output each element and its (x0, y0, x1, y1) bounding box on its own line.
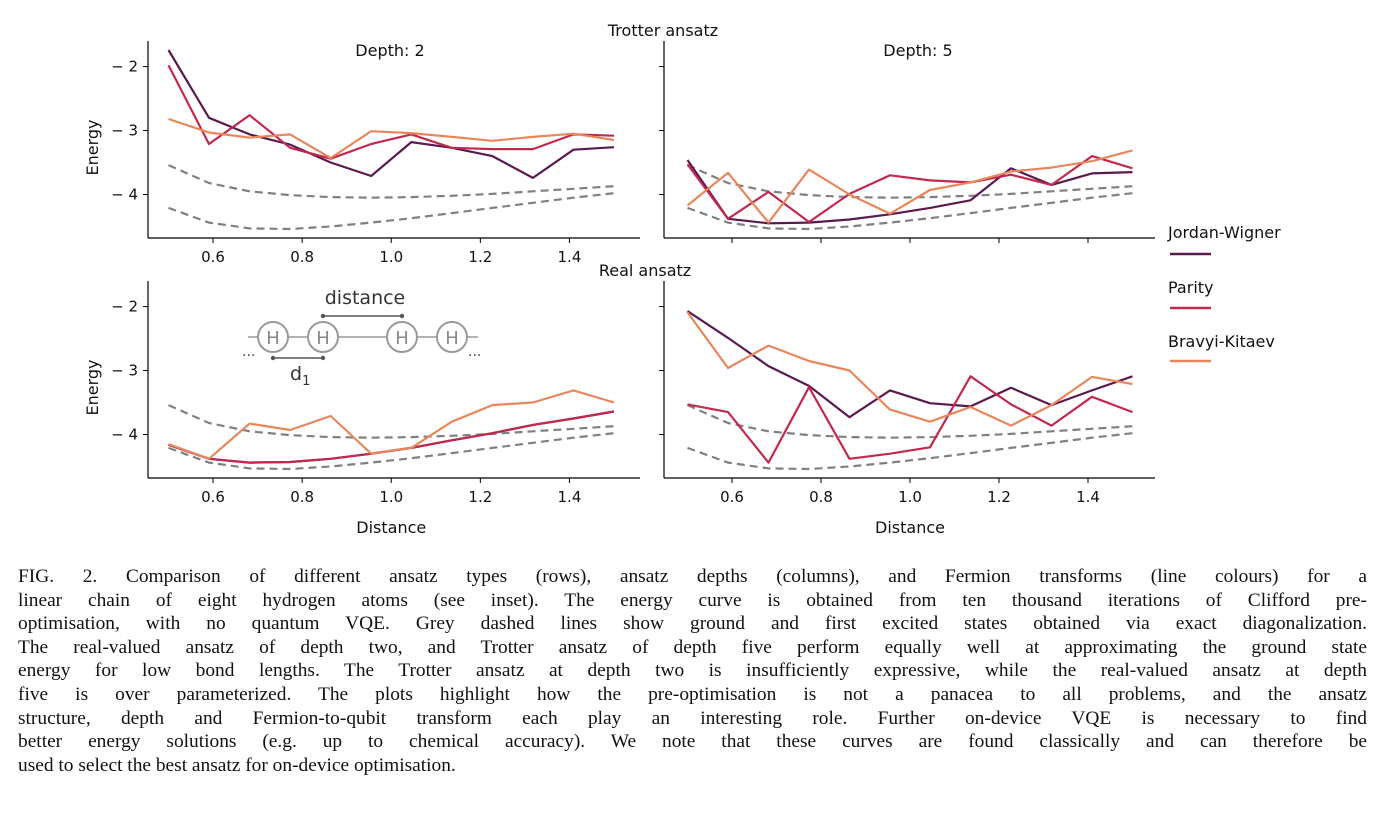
inset-ellipsis-right: ... (468, 344, 481, 360)
legend-label-parity: Parity (1168, 278, 1214, 297)
y-tick-label: − 2 (111, 298, 138, 316)
caption-line: linear chain of eight hydrogen atoms (se… (18, 589, 1367, 611)
series-line-bravyi-kitaev (686, 311, 1133, 427)
caption-line: energy for low bond lengths. The Trotter… (18, 660, 1367, 682)
y-tick-label: − 2 (111, 58, 138, 76)
row-title-trotter: Trotter ansatz (607, 21, 718, 40)
column-title-depth-5: Depth: 5 (883, 41, 952, 60)
panel-2: − 2 − 3 − 4 0.6 0.8 1.0 1.2 1.4 Energy Distance (83, 281, 640, 537)
series-line-jordan-wigner (167, 49, 615, 179)
exact-energy-dashed-line (687, 192, 1133, 231)
inset-atom (386, 321, 418, 353)
caption-line: structure, depth and Fermion-to-qubit tr… (18, 707, 1367, 729)
figure-caption: FIG. 2. Comparison of different ansatz t… (18, 565, 1367, 777)
exact-energy-dashed-line (168, 164, 615, 199)
inset-ellipsis-left: ... (242, 344, 255, 360)
exact-energy-dashed-line (687, 164, 1133, 199)
inset-atom-label: H (266, 328, 280, 349)
series-line-bravyi-kitaev (168, 389, 615, 460)
caption-line: The real-valued ansatz of depth two, and… (18, 636, 1367, 658)
y-axis-label: Energy (83, 359, 102, 415)
inset-distance-label: distance (325, 287, 406, 309)
caption-line: five is over parameterized. The plots hi… (18, 683, 1367, 705)
figure: Trotter ansatz Real ansatz Depth: 2 Dept… (83, 21, 1281, 537)
x-axis-label: Distance (356, 518, 426, 537)
panel-3: 0.6 0.8 1.0 1.2 1.4 Distance (659, 281, 1155, 537)
x-tick-label: 1.0 (379, 488, 403, 506)
x-tick-label: 1.2 (468, 248, 492, 266)
inset-subscript: 1 (302, 374, 310, 389)
inset-d-text: d (290, 363, 302, 385)
x-tick-label: 1.4 (558, 248, 582, 266)
series-line-jordan-wigner (686, 159, 1133, 225)
y-tick-label: − 4 (111, 186, 138, 204)
exact-energy-dashed-line (168, 432, 615, 471)
series-line-bravyi-kitaev (168, 117, 615, 160)
x-tick-label: 1.4 (558, 488, 582, 506)
legend: Jordan-Wigner Parity Bravyi-Kitaev (1167, 223, 1281, 363)
caption-line: better energy solutions (e.g. up to chem… (18, 731, 1367, 753)
exact-energy-dashed-line (168, 192, 615, 231)
inset-atom-label: H (395, 328, 409, 349)
inset-atom (436, 321, 468, 353)
exact-energy-dashed-line (687, 404, 1133, 439)
x-axis-label: Distance (875, 518, 945, 537)
inset-atom (307, 321, 339, 353)
caption-line: used to select the best ansatz for on-de… (18, 754, 456, 776)
x-tick-label: 1.2 (468, 488, 492, 506)
caption-line: FIG. 2. Comparison of different ansatz t… (18, 566, 1367, 587)
series-line-parity (686, 155, 1133, 224)
x-tick-label: 0.6 (720, 488, 744, 506)
series-line-bravyi-kitaev (686, 149, 1133, 224)
series-line-parity (687, 375, 1133, 464)
inset-atom (257, 321, 289, 353)
panel-0: − 2 − 3 − 4 0.6 0.8 1.0 1.2 1.4 Energy (83, 41, 640, 266)
x-tick-label: 0.8 (290, 248, 314, 266)
y-axis-label: Energy (83, 119, 102, 175)
row-title-real: Real ansatz (599, 261, 691, 280)
panel-1 (659, 41, 1155, 243)
y-tick-label: − 3 (111, 362, 138, 380)
legend-label-bravyi-kitaev: Bravyi-Kitaev (1168, 332, 1275, 351)
x-tick-label: 0.8 (809, 488, 833, 506)
inset-d1-label: d1 (290, 363, 310, 389)
x-tick-label: 0.6 (201, 248, 225, 266)
series-line-parity (167, 64, 615, 160)
legend-label-jordan-wigner: Jordan-Wigner (1167, 223, 1281, 242)
x-tick-label: 1.4 (1076, 488, 1100, 506)
inset-atom-label: H (445, 328, 459, 349)
y-tick-label: − 4 (111, 426, 138, 444)
series-line-jordan-wigner (686, 310, 1133, 419)
x-tick-label: 0.6 (201, 488, 225, 506)
x-tick-label: 1.0 (379, 248, 403, 266)
inset-atom-label: H (316, 328, 330, 349)
x-tick-label: 0.8 (290, 488, 314, 506)
x-tick-label: 1.0 (898, 488, 922, 506)
y-tick-label: − 3 (111, 122, 138, 140)
x-tick-label: 1.2 (987, 488, 1011, 506)
caption-line: optimisation, with no quantum VQE. Grey … (18, 613, 1367, 635)
exact-energy-dashed-line (168, 404, 615, 439)
molecule-inset (248, 313, 478, 361)
exact-energy-dashed-line (687, 432, 1133, 471)
column-title-depth-2: Depth: 2 (355, 41, 424, 60)
